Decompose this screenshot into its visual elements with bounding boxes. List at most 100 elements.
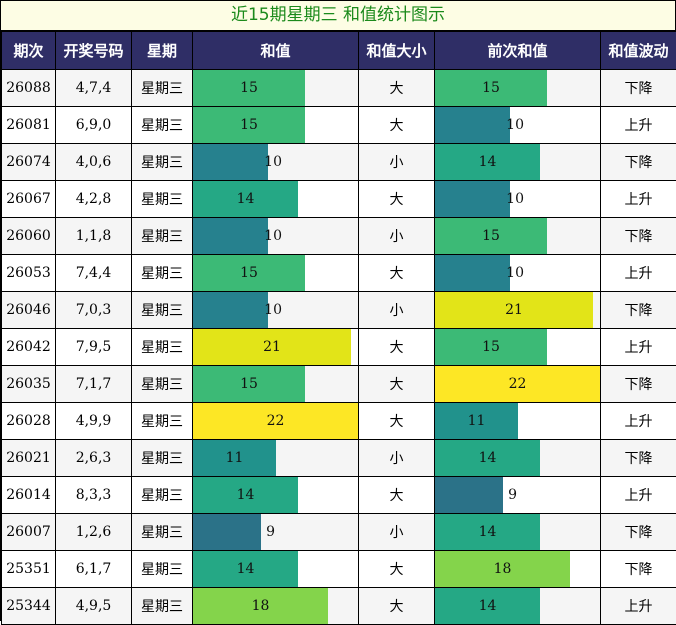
period-cell: 26021	[2, 440, 56, 477]
sum-cell-label: 14	[193, 477, 298, 513]
prev-sum-cell-label: 14	[435, 514, 540, 550]
period-cell: 26014	[2, 477, 56, 514]
trend-cell: 上升	[601, 107, 676, 144]
numbers-cell: 7,1,7	[56, 366, 132, 403]
numbers-cell: 6,9,0	[56, 107, 132, 144]
sum-cell-label: 15	[193, 70, 305, 106]
trend-cell: 上升	[601, 255, 676, 292]
prev-sum-cell: 10	[435, 181, 601, 218]
period-cell: 26081	[2, 107, 56, 144]
header-period: 期次	[2, 32, 56, 70]
trend-cell: 下降	[601, 440, 676, 477]
sum-cell-label: 15	[193, 255, 305, 291]
size-cell: 大	[359, 329, 435, 366]
size-cell: 大	[359, 403, 435, 440]
weekday-cell: 星期三	[132, 366, 193, 403]
sum-cell-label: 11	[193, 440, 276, 476]
trend-cell: 上升	[601, 588, 676, 625]
weekday-cell: 星期三	[132, 551, 193, 588]
prev-sum-cell: 15	[435, 218, 601, 255]
size-cell: 大	[359, 477, 435, 514]
prev-sum-cell: 21	[435, 292, 601, 329]
size-cell: 大	[359, 366, 435, 403]
numbers-cell: 2,6,3	[56, 440, 132, 477]
prev-sum-cell-label: 14	[435, 144, 540, 180]
trend-cell: 下降	[601, 218, 676, 255]
numbers-cell: 8,3,3	[56, 477, 132, 514]
prev-sum-cell-label: 15	[435, 329, 547, 365]
weekday-cell: 星期三	[132, 218, 193, 255]
numbers-cell: 7,9,5	[56, 329, 132, 366]
prev-sum-cell-label: 22	[435, 366, 600, 402]
trend-cell: 上升	[601, 181, 676, 218]
period-cell: 25351	[2, 551, 56, 588]
period-cell: 26042	[2, 329, 56, 366]
sum-cell-label: 10	[193, 218, 282, 254]
prev-sum-cell: 15	[435, 329, 601, 366]
sum-cell-label: 10	[193, 144, 282, 180]
period-cell: 25344	[2, 588, 56, 625]
prev-sum-cell-label: 11	[435, 403, 518, 439]
trend-cell: 下降	[601, 144, 676, 181]
numbers-cell: 1,2,6	[56, 514, 132, 551]
sum-cell: 9	[193, 514, 359, 551]
sum-cell: 14	[193, 551, 359, 588]
prev-sum-cell: 9	[435, 477, 601, 514]
period-cell: 26028	[2, 403, 56, 440]
trend-cell: 上升	[601, 477, 676, 514]
numbers-cell: 6,1,7	[56, 551, 132, 588]
sum-cell: 22	[193, 403, 359, 440]
sum-cell: 18	[193, 588, 359, 625]
period-cell: 26067	[2, 181, 56, 218]
numbers-cell: 4,2,8	[56, 181, 132, 218]
header-weekday: 星期	[132, 32, 193, 70]
sum-cell-label: 14	[193, 551, 298, 587]
period-cell: 26046	[2, 292, 56, 329]
prev-sum-cell: 18	[435, 551, 601, 588]
sum-cell: 15	[193, 107, 359, 144]
prev-sum-cell-label: 18	[435, 551, 570, 587]
numbers-cell: 4,0,6	[56, 144, 132, 181]
period-cell: 26053	[2, 255, 56, 292]
numbers-cell: 7,0,3	[56, 292, 132, 329]
numbers-cell: 4,7,4	[56, 70, 132, 107]
sum-cell: 10	[193, 218, 359, 255]
weekday-cell: 星期三	[132, 181, 193, 218]
sum-cell: 11	[193, 440, 359, 477]
trend-cell: 下降	[601, 514, 676, 551]
weekday-cell: 星期三	[132, 440, 193, 477]
sum-cell: 10	[193, 144, 359, 181]
size-cell: 大	[359, 255, 435, 292]
size-cell: 小	[359, 144, 435, 181]
weekday-cell: 星期三	[132, 403, 193, 440]
numbers-cell: 4,9,5	[56, 588, 132, 625]
size-cell: 大	[359, 107, 435, 144]
prev-sum-cell-label: 15	[435, 70, 547, 106]
header-prev-sum: 前次和值	[435, 32, 601, 70]
size-cell: 小	[359, 440, 435, 477]
size-cell: 大	[359, 588, 435, 625]
sum-cell: 14	[193, 181, 359, 218]
sum-cell-label: 9	[193, 514, 275, 550]
weekday-cell: 星期三	[132, 144, 193, 181]
weekday-cell: 星期三	[132, 329, 193, 366]
weekday-cell: 星期三	[132, 255, 193, 292]
sum-cell-label: 21	[193, 329, 351, 365]
prev-sum-cell: 14	[435, 514, 601, 551]
numbers-cell: 7,4,4	[56, 255, 132, 292]
sum-cell-label: 15	[193, 366, 305, 402]
sum-cell: 21	[193, 329, 359, 366]
prev-sum-cell: 10	[435, 107, 601, 144]
prev-sum-cell: 14	[435, 440, 601, 477]
size-cell: 小	[359, 218, 435, 255]
sum-cell-label: 15	[193, 107, 305, 143]
